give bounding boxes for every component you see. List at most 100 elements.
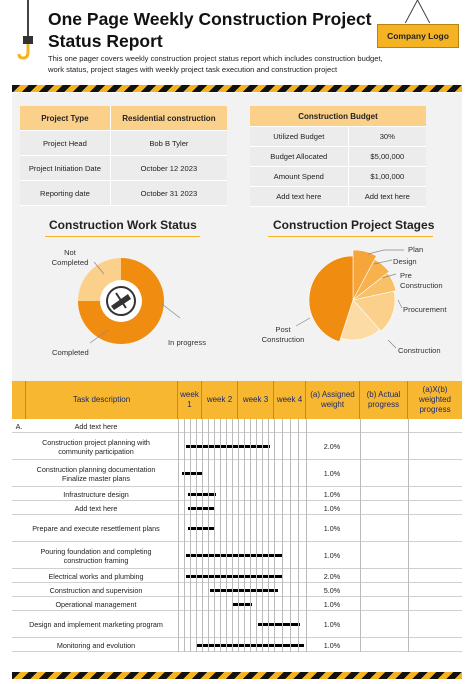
task-description: Design and implement marketing program (29, 620, 163, 629)
grid-line (190, 419, 191, 652)
pie-slice-design (352, 258, 390, 301)
table-cell: Add text here (347, 186, 426, 207)
task-description: Operational management (55, 599, 137, 609)
work-status-donut (78, 258, 164, 344)
assigned-weight: 5.0% (323, 585, 341, 595)
assigned-weight (306, 419, 358, 433)
stage-label-post-construction: Post Construction (261, 325, 305, 344)
budget-table: Construction Budget Utilized Budget 30% B… (250, 106, 426, 207)
grid-line (282, 419, 283, 652)
grid-line (196, 419, 197, 652)
table-cell: Utilized Budget (250, 126, 349, 147)
grid-line (202, 419, 203, 652)
task-description: Monitoring and evolution (56, 640, 136, 650)
header-cell: Construction Budget (250, 106, 426, 127)
grid-line (268, 419, 269, 652)
header-weighted-progress: (a)X(b) weighted progress (418, 385, 452, 414)
task-description: Construction and supervision (49, 585, 143, 595)
grid-line (360, 419, 361, 652)
work-status-underline (45, 236, 200, 237)
table-row: Add text here 1.0% (12, 501, 462, 515)
logo-wire-right (417, 0, 431, 24)
gantt-bar (232, 602, 252, 606)
table-row: Add text here Add text here (250, 186, 426, 207)
header-cell: Residential construction (109, 106, 227, 131)
page-subtitle: This one pager covers weekly constructio… (48, 54, 383, 74)
logo-wire-left (404, 0, 418, 24)
grid-line (408, 419, 409, 652)
gantt-bar (188, 527, 214, 530)
stage-label-procurement: Procurement (403, 305, 447, 314)
gantt-bar (188, 506, 214, 510)
grid-line (238, 419, 239, 652)
task-schedule-table: Task description week 1 week 2 week 3 we… (12, 381, 462, 667)
table-cell: $5,00,000 (347, 146, 426, 167)
grid-line (274, 419, 275, 652)
table-row: Project Head Bob B Tyler (20, 130, 227, 156)
pie-slice-procurement (352, 290, 396, 332)
header-task-description: Task description (26, 381, 178, 419)
grid-line (262, 419, 263, 652)
project-stages-pie (308, 249, 397, 343)
table-row: Utilized Budget 30% (250, 126, 426, 147)
task-description: Infrastructure design (63, 489, 129, 499)
assigned-weight: 1.0% (323, 524, 341, 533)
stage-label-pre-construction: Pre Construction (400, 271, 443, 290)
table-row: Amount Spend $1,00,000 (250, 166, 426, 187)
project-stages-underline (268, 236, 433, 237)
assigned-weight: 1.0% (323, 599, 341, 609)
grid-line (208, 419, 209, 652)
gantt-bar (186, 445, 270, 448)
table-row: Pouring foundation and completing constr… (12, 542, 462, 569)
table-cell: October 12 2023 (109, 155, 227, 181)
grid-line (232, 419, 233, 652)
grid-line (256, 419, 257, 652)
stage-label-plan: Plan (408, 245, 424, 254)
task-description: Add text here (74, 503, 118, 513)
grid-line (306, 419, 307, 652)
table-row: Monitoring and evolution 1.0% (12, 638, 462, 652)
page-title: One Page Weekly Construction Project Sta… (48, 9, 372, 51)
crane-cable (27, 0, 29, 38)
table-cell: Bob B Tyler (109, 130, 227, 156)
gantt-bar (182, 472, 202, 475)
header-assigned-weight: (a) Assigned weight (306, 381, 360, 419)
task-description: Add text here (74, 421, 118, 431)
task-description: Prepare and execute resettlement plans (32, 524, 160, 533)
label-completed: Completed (52, 348, 89, 357)
gantt-bar (186, 574, 282, 578)
table-cell: 30% (347, 126, 426, 147)
crane-hook-icon (17, 36, 33, 60)
grid-line (250, 419, 251, 652)
project-stages-title: Construction Project Stages (273, 218, 435, 232)
table-row: Design and implement marketing program 1.… (12, 611, 462, 638)
header-week-3: week 3 (238, 381, 274, 419)
table-row: Electrical works and plumbing 2.0% (12, 569, 462, 583)
hazard-stripe-bottom (12, 672, 462, 679)
grid-line (290, 419, 291, 652)
table-row: A. Add text here (12, 419, 462, 433)
header-week-1: week 1 (178, 381, 202, 419)
stage-label-design: Design (393, 257, 417, 266)
table-cell: Budget Allocated (250, 146, 349, 167)
table-row: Infrastructure design 1.0% (12, 487, 462, 501)
task-description: Electrical works and plumbing (48, 571, 144, 581)
project-info-table: Project Type Residential construction Pr… (20, 106, 227, 206)
row-index: A. (15, 421, 23, 431)
table-cell: Project Head (20, 130, 111, 156)
assigned-weight: 1.0% (323, 551, 341, 560)
table-row: Construction planning documentation Fina… (12, 460, 462, 487)
assigned-weight: 2.0% (323, 442, 341, 451)
table-row: Reporting date October 31 2023 (20, 180, 227, 206)
task-description: Construction project planning with commu… (42, 437, 150, 456)
grid-line (226, 419, 227, 652)
grid-line (214, 419, 215, 652)
grid-line (184, 419, 185, 652)
table-cell: $1,00,000 (347, 166, 426, 187)
logo-sign: Company Logo (377, 0, 461, 50)
assigned-weight: 1.0% (323, 489, 341, 499)
table-row: Construction and supervision 5.0% (12, 583, 462, 597)
table-row: Budget Allocated $5,00,000 (250, 146, 426, 167)
header-week-2: week 2 (202, 381, 238, 419)
table-row: Project Initiation Date October 12 2023 (20, 155, 227, 181)
